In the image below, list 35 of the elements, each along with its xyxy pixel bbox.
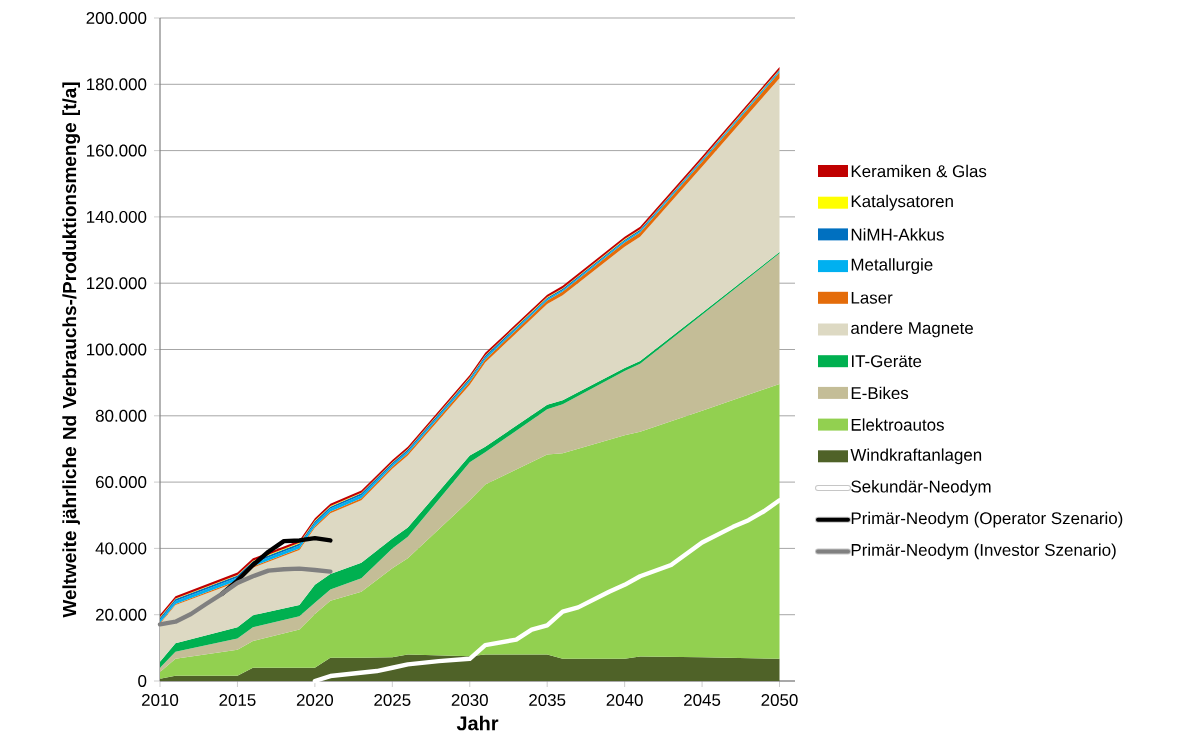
legend-label: Primär-Neodym (Operator Szenario) xyxy=(851,511,1123,528)
y-tick-label: 20.000 xyxy=(96,608,147,621)
y-tick-label: 0 xyxy=(138,675,147,687)
legend-label: Metallurgie xyxy=(851,258,933,274)
y-tick-label: 100.000 xyxy=(87,343,147,356)
x-tick-label: 2030 xyxy=(451,694,488,707)
legend-label: Laser xyxy=(851,291,893,304)
y-tick-label: 200.000 xyxy=(86,12,147,24)
y-axis-title: Weltweite jährliche Nd Verbrauchs-/Produktionsmenge [t/a] xyxy=(62,82,81,618)
x-tick-label: 2025 xyxy=(374,694,411,707)
y-tick-label: 60.000 xyxy=(96,476,147,489)
y-tick-label: 40.000 xyxy=(95,542,147,555)
legend-label: Keramiken & Glas xyxy=(851,164,987,178)
legend-label: andere Magnete xyxy=(851,321,973,338)
y-tick-label: 120.000 xyxy=(87,277,147,290)
legend-label: NiMH-Akkus xyxy=(851,228,944,241)
x-tick-label: 2035 xyxy=(529,694,566,707)
x-axis-title: Jahr xyxy=(456,715,499,731)
x-tick-label: 2050 xyxy=(761,694,798,707)
y-tick-label: 80.000 xyxy=(95,409,147,422)
y-tick-label: 180.000 xyxy=(87,78,147,91)
legend-label: Katalysatoren xyxy=(851,194,953,211)
y-tick-label: 160.000 xyxy=(87,144,147,157)
x-tick-label: 2045 xyxy=(684,694,721,707)
y-tick-label: 140.000 xyxy=(87,210,147,223)
x-tick-label: 2010 xyxy=(142,694,179,707)
legend-label: IT-Geräte xyxy=(851,355,922,368)
x-tick-label: 2040 xyxy=(606,694,643,707)
x-tick-label: 2015 xyxy=(219,694,256,707)
legend-label: Primär-Neodym (Investor Szenario) xyxy=(851,543,1116,560)
legend-label: Sekundär-Neodym xyxy=(851,480,991,496)
x-tick-label: 2020 xyxy=(296,694,334,707)
legend-label: E-Bikes xyxy=(851,386,909,400)
legend-label: Elektroautos xyxy=(851,418,944,431)
legend-label: Windkraftanlagen xyxy=(850,448,982,465)
